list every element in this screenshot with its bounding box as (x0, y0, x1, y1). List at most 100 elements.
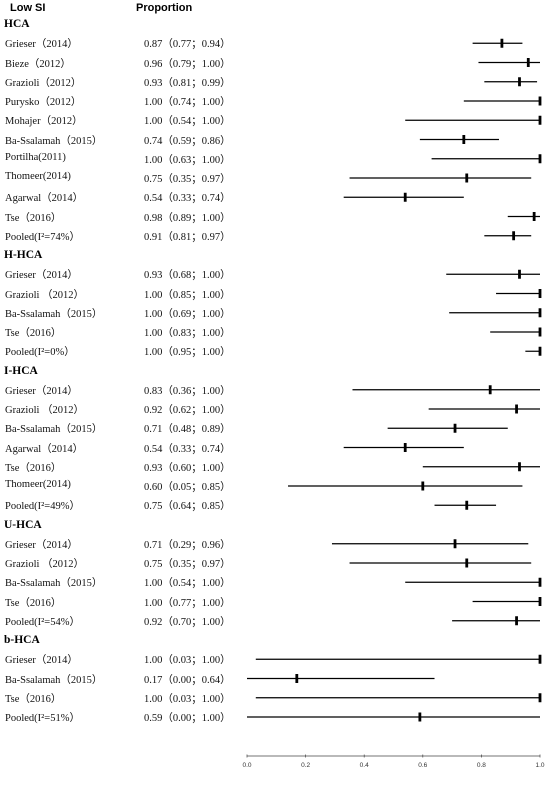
proportion-ci-text: 0.91（0.81；0.97） (144, 231, 231, 243)
proportion-ci-text: 1.00（0.74；1.00） (144, 97, 231, 108)
x-tick-label: 1.0 (535, 762, 544, 769)
x-tick-label: 0.2 (301, 762, 310, 769)
proportion-ci-text: 0.75（0.64；0.85） (144, 501, 231, 513)
subgroup-title: HCA (4, 18, 30, 30)
point-estimate-marker (518, 77, 521, 87)
point-estimate-marker (518, 269, 521, 279)
point-estimate-marker (538, 96, 542, 106)
point-estimate-marker (538, 597, 542, 606)
proportion-column-header: Proportion (136, 2, 193, 14)
x-tick-label: 0.8 (477, 762, 486, 769)
study-label: Portilha(2011) (5, 151, 66, 163)
study-label: Grieser（2014） (5, 270, 78, 282)
study-label: Agarwal（2014） (5, 443, 84, 455)
proportion-ci-text: 0.17（0.00；0.64） (144, 674, 231, 686)
proportion-ci-text: 0.87（0.77；0.94） (144, 39, 231, 51)
proportion-ci-text: 0.54（0.33；0.74） (144, 443, 231, 455)
study-label: Thomeer(2014) (5, 479, 71, 490)
study-label: Ba-Ssalamah（2015） (5, 424, 103, 436)
proportion-ci-text: 1.00（0.77；1.00） (144, 597, 231, 609)
study-label: Grieser（2014） (5, 539, 78, 551)
point-estimate-marker (538, 308, 542, 318)
point-estimate-marker (538, 327, 542, 337)
x-tick-label: 0.0 (242, 762, 251, 769)
point-estimate-marker (418, 712, 422, 722)
proportion-ci-text: 0.93（0.60；1.00） (144, 462, 231, 474)
point-estimate-marker (526, 58, 530, 67)
study-label: Grazioli（2012） (5, 77, 82, 89)
proportion-ci-text: 0.59（0.00；1.00） (144, 713, 231, 724)
study-label: Ba-Ssalamah（2015） (5, 308, 103, 320)
study-label: Grieser（2014） (5, 655, 78, 667)
point-estimate-marker (421, 481, 425, 491)
point-estimate-marker (538, 693, 542, 703)
study-label: Pooled(I²=51%） (5, 713, 80, 724)
study-label: Grazioli （2012） (5, 559, 85, 570)
study-label: Pooled(I²=54%） (5, 616, 80, 628)
proportion-ci-text: 1.00（0.54；1.00） (144, 116, 231, 128)
point-estimate-marker (532, 212, 536, 221)
point-estimate-marker (453, 423, 457, 433)
study-column-header: Low SI (10, 2, 46, 14)
study-label: Grazioli （2012） (5, 405, 85, 416)
study-label: Grieser（2014） (5, 385, 78, 397)
proportion-ci-text: 0.75（0.35；0.97） (144, 174, 231, 185)
study-label: Pooled(I²=49%） (5, 501, 80, 513)
study-label: Pooled(I²=74%） (5, 231, 80, 243)
point-estimate-marker (538, 115, 542, 125)
study-label: Ba-Ssalamah（2015） (5, 674, 103, 686)
proportion-ci-text: 0.54（0.33；0.74） (144, 193, 231, 205)
proportion-ci-text: 0.93（0.68；1.00） (144, 270, 231, 282)
study-label: Agarwal（2014） (5, 193, 84, 205)
point-estimate-marker (488, 385, 492, 395)
point-estimate-marker (515, 404, 518, 414)
study-label: Purysko（2012） (5, 97, 82, 108)
subgroup-title: b-HCA (4, 634, 40, 646)
study-label: Grieser（2014） (5, 39, 78, 51)
proportion-ci-text: 0.92（0.70；1.00） (144, 616, 231, 628)
point-estimate-marker (453, 539, 457, 549)
proportion-ci-text: 1.00（0.63；1.00） (144, 154, 231, 166)
point-estimate-marker (538, 654, 542, 664)
proportion-ci-text: 1.00（0.69；1.00） (144, 308, 231, 320)
point-estimate-marker (518, 462, 521, 472)
x-tick-label: 0.4 (360, 762, 369, 769)
proportion-ci-text: 1.00（0.54；1.00） (144, 578, 231, 590)
study-label: Tse（2016） (5, 693, 62, 705)
point-estimate-marker (465, 500, 469, 510)
proportion-ci-text: 0.92（0.62；1.00） (144, 405, 231, 416)
study-label: Tse（2016） (5, 328, 62, 339)
study-label: Grazioli （2012） (5, 289, 85, 301)
proportion-ci-text: 0.83（0.36；1.00） (144, 385, 231, 397)
point-estimate-marker (295, 674, 299, 683)
study-label: Tse（2016） (5, 462, 62, 474)
proportion-ci-text: 0.60（0.05；0.85） (144, 482, 231, 493)
proportion-ci-text: 0.71（0.29；0.96） (144, 539, 231, 551)
point-estimate-marker (403, 443, 407, 452)
x-tick-label: 0.6 (418, 762, 427, 769)
proportion-ci-text: 0.75（0.35；0.97） (144, 559, 231, 570)
proportion-ci-text: 0.96（0.79；1.00） (144, 58, 231, 70)
subgroup-title: I-HCA (4, 364, 38, 377)
study-label: Tse（2016） (5, 597, 62, 609)
proportion-ci-text: 0.93（0.81；0.99） (144, 77, 231, 89)
proportion-ci-text: 1.00（0.03；1.00） (144, 693, 231, 705)
study-label: Ba-Ssalamah（2015） (5, 578, 103, 590)
study-label: Tse（2016） (5, 212, 62, 224)
point-estimate-marker (515, 616, 518, 626)
study-label: Thomeer(2014) (5, 171, 71, 182)
point-estimate-marker (500, 38, 504, 48)
study-label: Bieze（2012） (5, 58, 71, 70)
proportion-ci-text: 1.00（0.85；1.00） (144, 289, 231, 301)
proportion-ci-text: 1.00（0.95；1.00） (144, 347, 231, 359)
proportion-ci-text: 1.00（0.03；1.00） (144, 655, 231, 667)
point-estimate-marker (538, 154, 542, 164)
point-estimate-marker (462, 135, 466, 144)
point-estimate-marker (538, 346, 542, 356)
subgroup-title: U-HCA (4, 518, 42, 531)
point-estimate-marker (538, 577, 542, 587)
study-label: Mohajer（2012） (5, 116, 83, 128)
proportion-ci-text: 0.71（0.48；0.89） (144, 424, 231, 436)
